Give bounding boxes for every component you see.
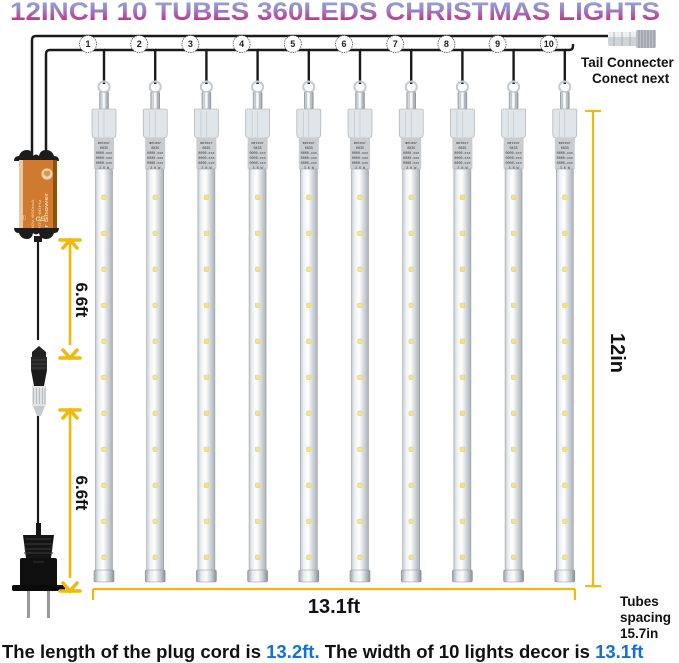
svg-text:15.7in: 15.7in bbox=[620, 626, 658, 641]
svg-text:CE: CE bbox=[35, 216, 45, 223]
svg-text:13.1ft: 13.1ft bbox=[308, 596, 361, 618]
svg-text:spacing: spacing bbox=[620, 610, 671, 625]
svg-text:12in: 12in bbox=[606, 333, 628, 373]
svg-text:Tubes: Tubes bbox=[620, 594, 659, 609]
svg-text:6.6ft: 6.6ft bbox=[72, 476, 91, 511]
svg-text:2: 2 bbox=[137, 39, 142, 49]
svg-text:12INCH 10 TUBES 360LEDS CHRIST: 12INCH 10 TUBES 360LEDS CHRISTMAS LIGHTS bbox=[10, 0, 660, 26]
svg-text:7: 7 bbox=[393, 39, 398, 49]
svg-text:3: 3 bbox=[188, 39, 193, 49]
svg-text:6: 6 bbox=[341, 39, 346, 49]
svg-text:1: 1 bbox=[85, 39, 90, 49]
svg-text:Conect next: Conect next bbox=[592, 71, 670, 86]
svg-text:6.6ft: 6.6ft bbox=[72, 283, 91, 318]
svg-text:10: 10 bbox=[544, 39, 554, 49]
svg-text:Meteor Shower: Meteor Shower bbox=[44, 193, 50, 251]
svg-text:⒢: ⒢ bbox=[20, 214, 26, 222]
svg-text:The length of the plug cord is: The length of the plug cord is 13.2ft. T… bbox=[2, 641, 643, 662]
svg-text:Tail Connecter: Tail Connecter bbox=[581, 55, 675, 70]
svg-text:9: 9 bbox=[495, 39, 500, 49]
svg-text:4: 4 bbox=[239, 39, 244, 49]
svg-text:5: 5 bbox=[290, 39, 295, 49]
svg-text:8: 8 bbox=[444, 39, 449, 49]
svg-text:OUTPUT:30V 600mA: OUTPUT:30V 600mA bbox=[31, 198, 35, 254]
